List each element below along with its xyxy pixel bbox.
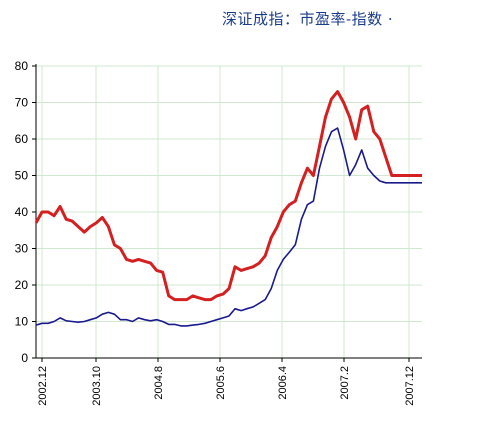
y-tick-label: 20 (15, 278, 29, 292)
series-layer (34, 90, 422, 327)
x-tick-label: 2006.4 (277, 366, 289, 400)
x-tick-label: 2007.2 (339, 366, 351, 400)
x-tick-label: 2003.10 (91, 366, 103, 406)
y-tick-label: 80 (15, 59, 29, 73)
x-tick-label: 2005.6 (215, 366, 227, 400)
series-line-blue (35, 127, 422, 327)
series-line-red (34, 90, 422, 302)
y-tick-label: 60 (15, 132, 29, 146)
y-tick-label: 40 (15, 205, 29, 219)
x-tick-label: 2004.8 (153, 366, 165, 400)
y-tick-label: 0 (21, 351, 28, 365)
tick-labels: 0 10 20 30 40 50 60 70 80 2002.12 2003.10 2004.8 200… (15, 59, 416, 406)
x-tick-label: 2002.12 (37, 366, 49, 406)
axes (32, 64, 422, 362)
y-tick-label: 50 (15, 169, 29, 183)
x-tick-label: 2007.12 (404, 366, 416, 406)
chart-title: 深证成指：市盈率-指数 · (222, 10, 394, 28)
y-tick-label: 70 (15, 96, 29, 110)
y-tick-label: 10 (15, 315, 29, 329)
y-tick-label: 30 (15, 242, 29, 256)
